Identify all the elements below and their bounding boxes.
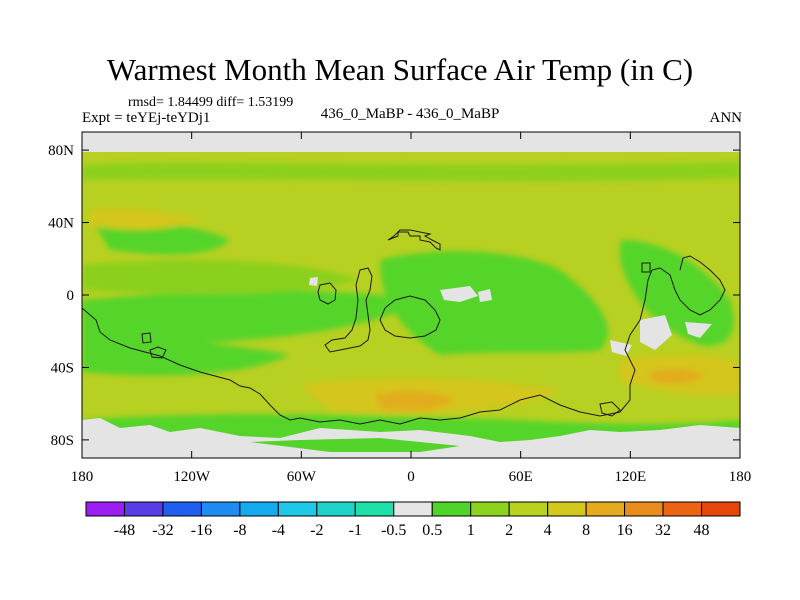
lon-tick-label-5: 120E xyxy=(614,469,646,485)
colorbar-label-6: -1 xyxy=(349,522,362,539)
colorbar-label-1: -32 xyxy=(152,522,173,539)
colorbar-label-9: 1 xyxy=(467,522,475,539)
colorbar-label-3: -8 xyxy=(233,522,246,539)
comparison-label: 436_0_MaBP - 436_0_MaBP xyxy=(320,106,500,122)
colorbar-label-2: -16 xyxy=(191,522,212,539)
coastline-ring-west xyxy=(317,282,337,305)
field-region-coolest-continent xyxy=(380,251,608,355)
field-region-cool-mid xyxy=(82,260,360,295)
colorbar-label-12: 8 xyxy=(582,522,590,539)
coastline-island-1 xyxy=(141,332,152,344)
colorbar-label-8: 0.5 xyxy=(422,522,442,539)
lon-tick-label-1: 120W xyxy=(173,469,211,485)
colorbar-swatch-8 xyxy=(393,501,433,517)
lon-tick-label-4: 60E xyxy=(509,469,533,485)
colorbar-swatch-1 xyxy=(123,501,164,517)
colorbar-swatch-11 xyxy=(508,501,549,517)
colorbar-swatch-9 xyxy=(431,501,472,517)
field-missing-patch-1 xyxy=(440,286,478,302)
field-region-coolest-tropics xyxy=(82,290,420,345)
colorbar-swatch-13 xyxy=(585,501,626,517)
colorbar-swatch-10 xyxy=(470,501,510,517)
field-antarctic-inner xyxy=(250,438,460,452)
season-label: ANN xyxy=(709,110,743,126)
field-missing-patch-4 xyxy=(685,322,712,338)
field-missing-patch-6 xyxy=(309,277,318,286)
lon-tick-label-3: 0 xyxy=(407,469,415,485)
lon-tick-label-0: 180 xyxy=(71,469,94,485)
colorbar-swatch-6 xyxy=(316,501,356,517)
axis-ticks: 180 120W 60W 0 60E 120E 180 80N 40N 0 40S 80S xyxy=(48,132,751,485)
colorbar-label-0: -48 xyxy=(114,522,135,539)
colorbar-label-5: -2 xyxy=(310,522,323,539)
colorbar-label-11: 4 xyxy=(544,522,552,539)
plot-title: Warmest Month Mean Surface Air Temp (in … xyxy=(106,52,694,87)
coastline-island-2 xyxy=(149,346,167,359)
field-missing-antarctic xyxy=(82,418,740,458)
stats-text: rmsd= 1.84499 diff= 1.53199 xyxy=(128,95,294,110)
coastline-ring-mid xyxy=(379,295,441,339)
colorbar: -48 -32 -16 -8 -4 -2 -1 -0.5 0.5 1 2 4 8 16 32 48 xyxy=(85,501,741,539)
lat-tick-label-4: 80S xyxy=(51,433,74,449)
colorbar-swatch-2 xyxy=(162,501,202,517)
map-field xyxy=(82,132,740,458)
coastline-island-3 xyxy=(641,262,651,273)
colorbar-swatch-5 xyxy=(277,501,318,517)
coastline-island-4 xyxy=(599,401,621,417)
coastline xyxy=(81,229,726,425)
colorbar-label-15: 48 xyxy=(694,522,710,539)
lat-tick-label-1: 40N xyxy=(48,216,74,232)
colorbar-swatch-4 xyxy=(239,501,279,517)
field-missing-northpole xyxy=(82,132,740,152)
colorbar-label-7: -0.5 xyxy=(381,522,406,539)
field-missing-patch-3 xyxy=(640,315,672,350)
lat-tick-label-2: 0 xyxy=(67,288,75,304)
coastline-main-gondwana xyxy=(81,255,726,425)
colorbar-label-14: 32 xyxy=(655,522,671,539)
lat-tick-label-3: 40S xyxy=(51,360,74,376)
field-region-coolest-southocean xyxy=(82,338,290,376)
field-region-warmer-east xyxy=(650,368,705,385)
field-region-warm-northwest xyxy=(90,208,200,230)
colorbar-swatch-15 xyxy=(662,501,703,517)
colorbar-swatch-3 xyxy=(200,501,241,517)
lon-tick-label-6: 180 xyxy=(729,469,752,485)
colorbar-swatch-7 xyxy=(354,501,395,517)
lat-tick-label-0: 80N xyxy=(48,143,74,159)
field-region-cool-north xyxy=(82,162,740,182)
experiment-label: Expt = teYEj-teYDj1 xyxy=(82,110,211,126)
field-missing-patch-2 xyxy=(478,289,492,302)
field-region-warmer-south xyxy=(375,390,455,412)
colorbar-label-13: 16 xyxy=(617,522,633,539)
colorbar-label-4: -4 xyxy=(272,522,285,539)
colorbar-swatch-12 xyxy=(547,501,587,517)
colorbar-swatch-14 xyxy=(624,501,664,517)
colorbar-swatch-0 xyxy=(85,501,125,517)
coastline-north-continent xyxy=(387,229,441,251)
lon-tick-label-2: 60W xyxy=(287,469,317,485)
colorbar-swatch-16 xyxy=(701,501,741,517)
colorbar-label-10: 2 xyxy=(505,522,513,539)
coastline-central-block xyxy=(324,267,373,353)
